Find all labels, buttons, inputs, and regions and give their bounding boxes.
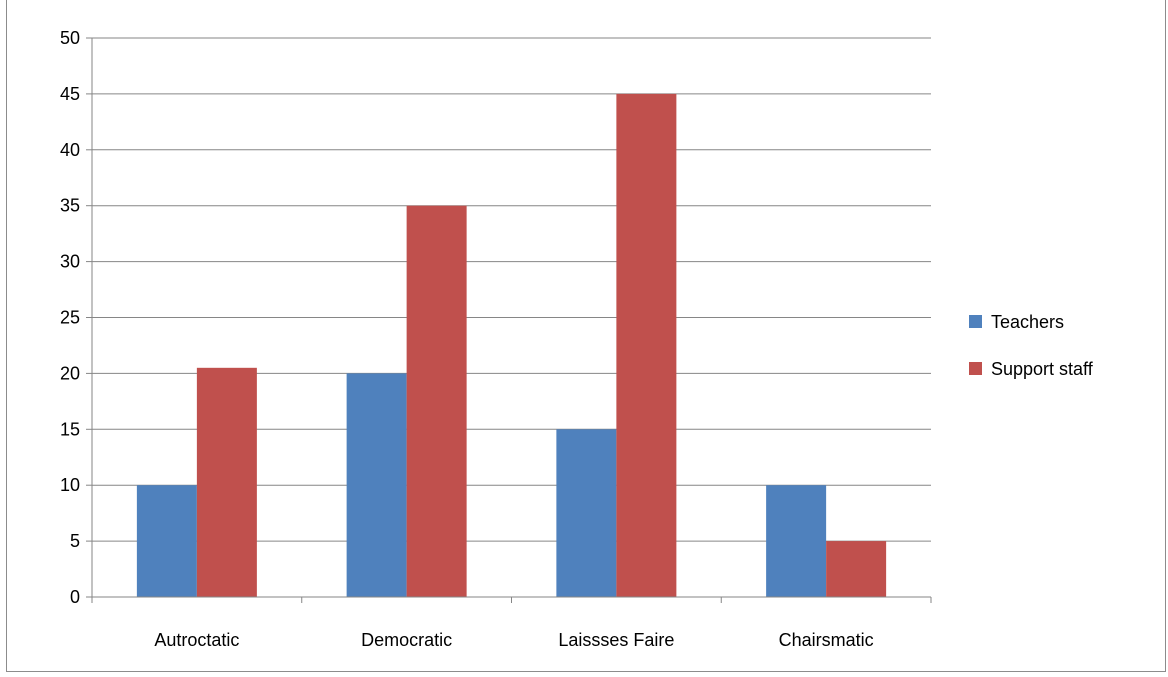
y-tick-label: 40 — [60, 140, 80, 160]
bar-teachers — [766, 485, 827, 597]
y-tick-label: 45 — [60, 84, 80, 104]
bar-support-staff — [196, 367, 257, 597]
bar-teachers — [346, 373, 407, 597]
x-category-label: Laissses Faire — [558, 630, 674, 650]
bar-support-staff — [616, 93, 677, 598]
bar-teachers — [556, 429, 617, 597]
y-tick-label: 15 — [60, 419, 80, 439]
y-tick-label: 30 — [60, 252, 80, 272]
bar-teachers — [136, 485, 197, 597]
x-category-label: Autroctatic — [154, 630, 239, 650]
y-tick-label: 10 — [60, 475, 80, 495]
y-tick-label: 5 — [70, 531, 80, 551]
legend-swatch — [969, 315, 982, 328]
bars — [136, 93, 887, 598]
y-tick-label: 25 — [60, 308, 80, 328]
bar-support-staff — [826, 541, 887, 597]
legend: Teachers Support staff — [969, 312, 1094, 379]
axes: 0 5 10 15 20 25 30 35 40 45 50 Autroctatic Democrati… — [60, 28, 932, 650]
bar-chart: 0 5 10 15 20 25 30 35 40 45 50 Autroctatic Democrati… — [60, 28, 1094, 650]
x-category-label: Democratic — [361, 630, 452, 650]
chart-frame: 0 5 10 15 20 25 30 35 40 45 50 Autroctatic Democrati… — [6, 0, 1166, 672]
y-tick-label: 20 — [60, 363, 80, 383]
legend-swatch — [969, 362, 982, 375]
y-tick-label: 35 — [60, 196, 80, 216]
x-category-label: Chairsmatic — [779, 630, 874, 650]
y-tick-label: 0 — [70, 587, 80, 607]
legend-label: Teachers — [991, 312, 1064, 332]
legend-label: Support staff — [991, 359, 1094, 379]
bar-support-staff — [406, 205, 467, 597]
y-tick-label: 50 — [60, 28, 80, 48]
